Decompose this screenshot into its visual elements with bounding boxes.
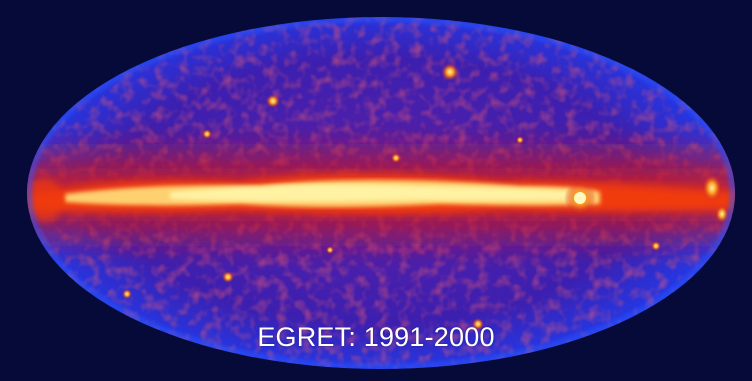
map-caption: EGRET: 1991-2000 xyxy=(257,322,495,352)
point-source xyxy=(472,318,484,330)
point-source xyxy=(266,94,280,108)
point-source xyxy=(202,129,212,139)
point-source xyxy=(441,63,459,81)
point-source xyxy=(222,271,234,283)
point-source xyxy=(391,153,401,163)
point-source xyxy=(122,289,132,299)
point-source xyxy=(516,136,524,144)
point-source xyxy=(651,241,661,251)
point-source xyxy=(326,246,334,254)
